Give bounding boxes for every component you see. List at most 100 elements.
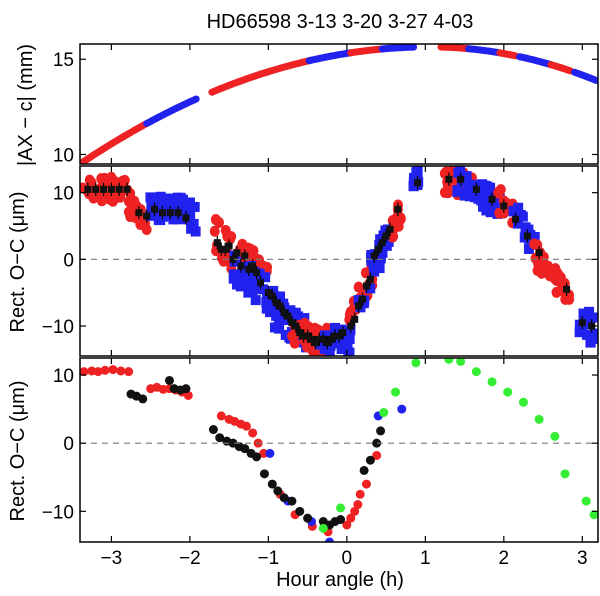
- middle-data-point: [151, 205, 159, 213]
- middle-data-point: [319, 335, 327, 343]
- top-ylabel: |AX − c| (mm): [15, 44, 37, 166]
- bottom-green-point: [456, 358, 466, 366]
- bottom-black-point: [208, 425, 218, 435]
- middle-blue-square: [253, 283, 264, 294]
- middle-blue-square: [358, 298, 369, 309]
- x-tick-label: 1: [420, 548, 431, 569]
- middle-blue-square: [482, 181, 493, 192]
- middle-data-point: [445, 175, 453, 183]
- middle-blue-square: [250, 295, 261, 306]
- middle-data-point: [276, 302, 284, 310]
- top-segment-blue: [305, 49, 355, 65]
- top-segment-blue: [143, 105, 178, 127]
- top-segment-red: [347, 45, 386, 57]
- middle-data-point: [588, 322, 596, 330]
- middle-blue-square: [246, 271, 257, 282]
- middle-red-dot: [209, 225, 220, 237]
- middle-red-dot: [123, 206, 134, 218]
- bottom-black-point: [287, 496, 297, 506]
- bottom-black-point: [279, 493, 289, 503]
- bottom-blue-point: [265, 448, 275, 458]
- middle-blue-square: [369, 266, 380, 277]
- bottom-blue-point: [397, 404, 407, 414]
- top-frame: [79, 43, 599, 165]
- bottom-black-point: [138, 394, 148, 404]
- middle-data-point: [355, 302, 363, 310]
- x-axis-label: Hour angle (h): [276, 569, 404, 591]
- bottom-red-point: [183, 390, 193, 400]
- bottom-red-point: [355, 489, 365, 499]
- middle-data-point: [563, 285, 571, 293]
- middle-red-dot: [443, 187, 454, 199]
- middle-axes: −10 0 10: [42, 165, 599, 357]
- middle-ytick-label: 10: [53, 184, 74, 205]
- middle-red-dot: [529, 238, 540, 250]
- middle-data-point: [264, 289, 272, 297]
- middle-data-point: [225, 242, 233, 250]
- middle-data-point: [351, 315, 359, 323]
- middle-red-dot: [289, 337, 300, 349]
- bottom-green-point: [581, 496, 591, 506]
- middle-blue-square: [231, 272, 242, 283]
- middle-blue-square: [377, 247, 388, 258]
- middle-blue-square: [342, 341, 353, 352]
- middle-blue-square: [269, 322, 280, 333]
- middle-data-point: [135, 209, 143, 217]
- middle-data-point: [241, 252, 249, 260]
- middle-blue-square: [155, 215, 166, 226]
- top-segment-blue: [170, 95, 200, 113]
- top-ytick-label: 10: [53, 145, 74, 166]
- middle-blue-square: [484, 200, 495, 211]
- middle-data-point: [347, 322, 355, 330]
- panel-top: 10 15 |AX − c| (mm): [15, 43, 599, 166]
- x-tick-label: −3: [101, 548, 123, 569]
- bottom-red-point: [372, 450, 382, 460]
- middle-data-point: [323, 339, 331, 347]
- middle-blue-square: [175, 192, 186, 203]
- middle-blue-square: [368, 260, 379, 271]
- bottom-red-point: [80, 367, 89, 377]
- middle-blue-square: [344, 347, 355, 356]
- bottom-green-point: [487, 377, 497, 387]
- bottom-black-point: [336, 515, 346, 525]
- middle-data-point: [107, 185, 115, 193]
- bottom-red-point: [353, 500, 363, 510]
- middle-data-point: [523, 232, 531, 240]
- middle-blue-square: [336, 343, 347, 354]
- middle-blue-square: [578, 310, 589, 321]
- middle-red-dot: [391, 212, 402, 224]
- middle-blue-square: [319, 330, 330, 341]
- middle-blue-square: [268, 285, 279, 296]
- middle-data-point: [92, 185, 100, 193]
- middle-data-point: [174, 209, 182, 217]
- middle-data-point: [166, 209, 174, 217]
- middle-data-point: [221, 245, 229, 253]
- bottom-red-point: [100, 365, 110, 375]
- middle-data-point: [253, 269, 261, 277]
- middle-blue-square: [330, 322, 341, 333]
- bottom-red-point: [93, 367, 103, 377]
- bottom-black-point: [273, 486, 283, 496]
- top-series-group: [80, 44, 598, 164]
- x-tick-label: 0: [342, 548, 353, 569]
- middle-blue-square: [262, 293, 273, 304]
- middle-data-point: [339, 329, 347, 337]
- middle-blue-square: [294, 314, 305, 325]
- bottom-ylabel: Rect. O−C (μm): [7, 381, 29, 522]
- middle-frame: [79, 165, 599, 357]
- middle-data-point: [535, 249, 543, 257]
- middle-blue-square: [513, 218, 524, 229]
- middle-ytick-label: 0: [63, 250, 74, 271]
- middle-blue-square: [239, 261, 250, 272]
- bottom-black-point: [295, 506, 305, 516]
- middle-data-point: [245, 265, 253, 273]
- bottom-ytick-label: 0: [63, 434, 74, 455]
- middle-data-point: [362, 282, 370, 290]
- bottom-black-point: [359, 465, 369, 475]
- middle-blue-square: [164, 193, 175, 204]
- middle-data-point: [315, 335, 323, 343]
- top-segment-red: [264, 57, 313, 76]
- middle-blue-square: [243, 278, 254, 289]
